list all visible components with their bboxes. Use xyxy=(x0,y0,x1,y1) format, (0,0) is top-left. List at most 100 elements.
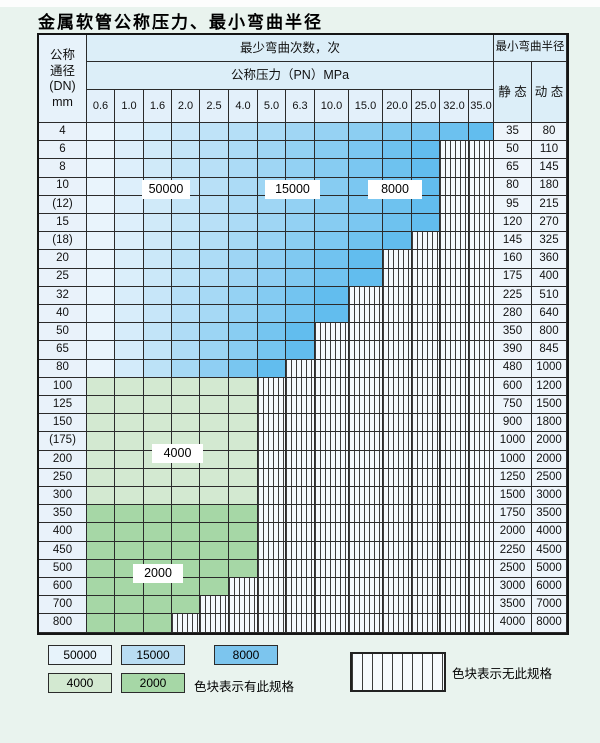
spec-cell xyxy=(172,523,200,542)
spec-cell xyxy=(229,341,258,360)
no-spec-hatch-cell xyxy=(349,487,383,506)
no-spec-hatch-cell xyxy=(349,614,383,633)
no-spec-hatch-cell xyxy=(440,396,469,415)
dynamic-radius-cell: 215 xyxy=(532,195,567,215)
no-spec-hatch-cell xyxy=(412,432,440,451)
spec-cell xyxy=(144,614,172,633)
spec-cell xyxy=(87,578,115,597)
spec-cell xyxy=(200,450,229,469)
dn-column-header: 公称 通径 (DN) mm xyxy=(39,35,87,123)
pressure-tick-25.0: 25.0 xyxy=(412,90,440,123)
spec-cell xyxy=(383,195,412,215)
no-spec-hatch-cell xyxy=(383,487,412,506)
spec-cell xyxy=(115,123,144,142)
spec-cell xyxy=(412,195,440,215)
pressure-tick-32.0: 32.0 xyxy=(440,90,469,123)
no-spec-hatch-cell xyxy=(286,487,315,506)
spec-cell xyxy=(258,141,286,160)
spec-cell xyxy=(115,359,144,378)
no-spec-hatch-cell xyxy=(383,396,412,415)
spec-cell xyxy=(115,305,144,324)
spec-cell xyxy=(258,159,286,178)
spec-cell xyxy=(115,195,144,215)
no-spec-hatch-cell xyxy=(315,450,349,469)
dynamic-radius-cell: 8000 xyxy=(532,614,567,633)
dn-cell: 150 xyxy=(39,414,87,433)
no-spec-hatch-cell xyxy=(315,523,349,542)
static-radius-cell: 80 xyxy=(494,177,532,196)
cycle-zone-label-50000: 50000 xyxy=(142,180,190,199)
legend-has-spec-text: 色块表示有此规格 xyxy=(194,680,295,694)
spec-cell xyxy=(172,141,200,160)
static-radius-cell: 120 xyxy=(494,214,532,233)
pressure-tick-4.0: 4.0 xyxy=(229,90,258,123)
dn-cell: 32 xyxy=(39,286,87,306)
no-spec-hatch-cell xyxy=(258,377,286,397)
dynamic-radius-cell: 800 xyxy=(532,323,567,342)
no-spec-hatch-cell xyxy=(469,468,494,488)
no-spec-hatch-cell xyxy=(412,559,440,579)
spec-cell xyxy=(144,523,172,542)
no-spec-hatch-cell xyxy=(315,505,349,524)
spec-cell xyxy=(286,250,315,269)
spec-cell xyxy=(286,341,315,360)
no-spec-hatch-cell xyxy=(440,468,469,488)
no-spec-hatch-cell xyxy=(349,578,383,597)
no-spec-hatch-cell xyxy=(469,541,494,560)
spec-cell xyxy=(229,123,258,142)
spec-cell xyxy=(258,323,286,342)
spec-cell xyxy=(200,432,229,451)
static-radius-cell: 1250 xyxy=(494,468,532,488)
spec-cell xyxy=(172,359,200,378)
no-spec-hatch-cell xyxy=(412,578,440,597)
spec-cell xyxy=(172,305,200,324)
spec-cell xyxy=(258,341,286,360)
no-spec-hatch-cell xyxy=(440,214,469,233)
dn-header-line-1: 公称 xyxy=(49,48,75,62)
dynamic-radius-cell: 180 xyxy=(532,177,567,196)
no-spec-hatch-cell xyxy=(315,487,349,506)
spec-cell xyxy=(286,268,315,287)
no-spec-hatch-cell xyxy=(383,468,412,488)
no-spec-hatch-cell xyxy=(315,432,349,451)
legend-swatch-50000: 50000 xyxy=(48,645,112,665)
static-radius-cell: 95 xyxy=(494,195,532,215)
spec-cell xyxy=(349,268,383,287)
spec-cell xyxy=(349,141,383,160)
spec-cell xyxy=(315,195,349,215)
static-radius-cell: 480 xyxy=(494,359,532,378)
spec-cell xyxy=(286,195,315,215)
spec-cell xyxy=(115,468,144,488)
dn-header-line-2: 通径 xyxy=(49,63,75,78)
dynamic-radius-cell: 325 xyxy=(532,232,567,251)
no-spec-hatch-cell xyxy=(440,141,469,160)
static-radius-cell: 1000 xyxy=(494,432,532,451)
spec-cell xyxy=(258,232,286,251)
no-spec-hatch-cell xyxy=(315,414,349,433)
no-spec-hatch-cell xyxy=(315,596,349,615)
dynamic-radius-cell: 1500 xyxy=(532,396,567,415)
no-spec-hatch-cell xyxy=(469,487,494,506)
no-spec-hatch-cell xyxy=(286,614,315,633)
dn-cell: 10 xyxy=(39,177,87,196)
spec-cell xyxy=(383,232,412,251)
spec-cell xyxy=(229,377,258,397)
static-radius-cell: 750 xyxy=(494,396,532,415)
dn-cell: 300 xyxy=(39,487,87,506)
spec-cell xyxy=(349,232,383,251)
spec-cell xyxy=(144,305,172,324)
no-spec-hatch-cell xyxy=(412,396,440,415)
no-spec-hatch-cell xyxy=(258,596,286,615)
legend-no-spec-text: 色块表示无此规格 xyxy=(452,667,553,681)
spec-cell xyxy=(115,159,144,178)
spec-cell xyxy=(115,596,144,615)
spec-cell xyxy=(87,596,115,615)
no-spec-hatch-cell xyxy=(469,286,494,306)
spec-cell xyxy=(258,123,286,142)
spec-cell xyxy=(200,414,229,433)
no-spec-hatch-cell xyxy=(315,578,349,597)
no-spec-hatch-cell xyxy=(349,596,383,615)
spec-cell xyxy=(229,414,258,433)
spec-cell xyxy=(286,214,315,233)
spec-cell xyxy=(258,305,286,324)
